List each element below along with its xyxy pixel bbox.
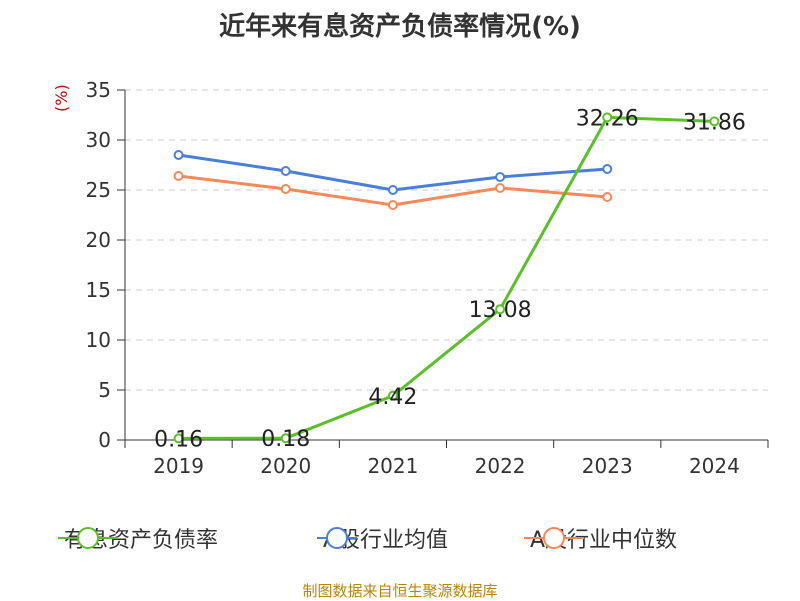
data-label: 13.08 bbox=[469, 298, 532, 323]
y-tick-label: 20 bbox=[86, 228, 111, 252]
data-label-layer: 0.16 0.18 4.42 13.08 32.26 31.86 bbox=[154, 106, 746, 452]
data-point bbox=[602, 164, 613, 174]
y-tick-label: 25 bbox=[86, 178, 111, 202]
y-tick-label: 5 bbox=[98, 378, 111, 402]
data-point bbox=[495, 172, 506, 182]
data-point bbox=[602, 192, 613, 202]
legend-item-series-3[interactable]: A股行业中位数 bbox=[524, 520, 677, 556]
data-point bbox=[495, 304, 506, 315]
source-note: 制图数据来自恒生聚源数据库 bbox=[302, 582, 498, 600]
x-tick-label: 2020 bbox=[260, 454, 311, 478]
x-tick-label: 2019 bbox=[153, 454, 204, 478]
data-label: 0.18 bbox=[261, 427, 310, 452]
x-tick-label: 2022 bbox=[475, 454, 526, 478]
legend-marker-orange bbox=[524, 527, 584, 549]
data-point bbox=[280, 166, 291, 176]
data-label: 32.26 bbox=[576, 106, 639, 131]
axis-layer: 0 5 10 15 20 25 30 35 2019 2020 2021 2022 2023 2024 bbox=[86, 78, 769, 478]
data-point bbox=[387, 200, 398, 210]
data-point bbox=[173, 150, 184, 160]
data-point bbox=[387, 185, 398, 195]
x-tick-label: 2024 bbox=[689, 454, 740, 478]
x-tick-label: 2023 bbox=[582, 454, 633, 478]
data-point bbox=[173, 433, 184, 444]
data-point bbox=[387, 390, 398, 401]
data-point bbox=[602, 112, 613, 123]
data-point bbox=[280, 184, 291, 194]
series-line bbox=[178, 115, 715, 440]
legend: 有息资产负债率 A股行业均值 A股行业中位数 bbox=[0, 520, 800, 556]
x-tick-label: 2021 bbox=[367, 454, 418, 478]
legend-item-series-1[interactable]: 有息资产负债率 bbox=[58, 520, 218, 556]
y-tick-label: 35 bbox=[86, 78, 111, 102]
data-point bbox=[280, 433, 291, 444]
grid-layer bbox=[125, 89, 768, 391]
data-label: 4.42 bbox=[368, 385, 417, 410]
chart-title: 近年来有息资产负债率情况(%) bbox=[219, 12, 581, 42]
y-tick-label: 30 bbox=[86, 128, 111, 152]
y-tick-label: 15 bbox=[86, 278, 111, 302]
series-layer bbox=[173, 112, 720, 444]
legend-marker-green bbox=[58, 527, 118, 549]
legend-marker-blue bbox=[317, 527, 357, 549]
data-label: 31.86 bbox=[683, 110, 746, 135]
data-point bbox=[173, 171, 184, 181]
data-label: 0.16 bbox=[154, 427, 203, 452]
legend-item-series-2[interactable]: A股行业均值 bbox=[317, 520, 448, 556]
data-point bbox=[709, 116, 720, 127]
y-tick-label: 0 bbox=[98, 428, 111, 452]
data-point bbox=[495, 183, 506, 193]
y-tick-label: 10 bbox=[86, 328, 111, 352]
